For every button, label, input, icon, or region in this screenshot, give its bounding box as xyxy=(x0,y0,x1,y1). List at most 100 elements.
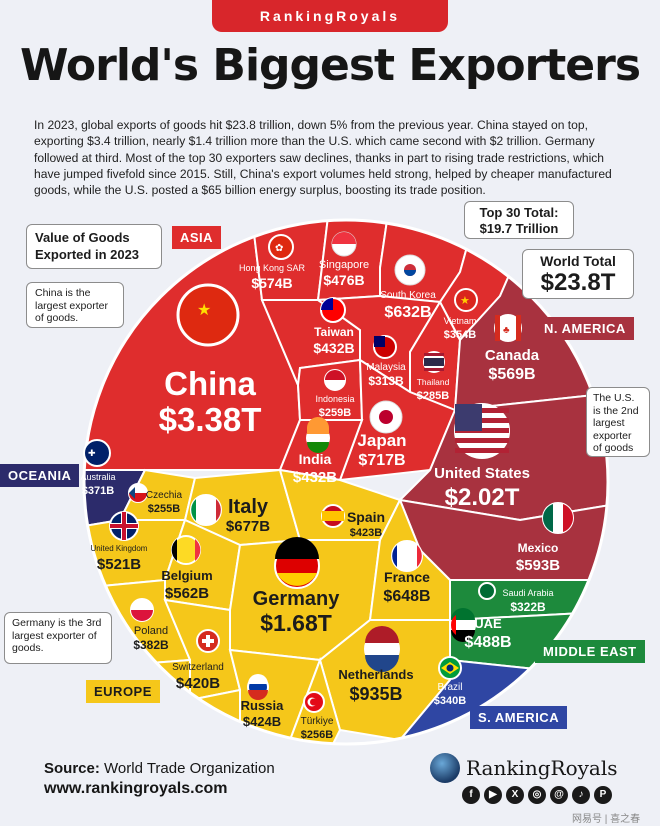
threads-icon[interactable]: @ xyxy=(550,786,568,804)
label-saudi-arabia: Saudi Arabia xyxy=(502,588,553,598)
svg-text:✚: ✚ xyxy=(88,448,96,458)
value-south-korea: $632B xyxy=(384,304,431,321)
label-t-rkiye: Türkiye xyxy=(301,716,334,727)
brand-logo: RankingRoyals xyxy=(430,752,618,784)
china-note: China is the largest exporter of goods. xyxy=(26,282,124,328)
value-malaysia: $313B xyxy=(368,374,404,388)
us-note-text: The U.S. is the 2nd largest exporter of … xyxy=(593,392,639,454)
value-saudi-arabia: $322B xyxy=(510,600,546,614)
label-france: France xyxy=(384,569,430,585)
logo-text: RankingRoyals xyxy=(466,756,618,780)
value-thailand: $285B xyxy=(417,390,449,402)
value-united-states: $2.02T xyxy=(445,484,520,511)
site-url[interactable]: www.rankingroyals.com xyxy=(44,780,228,797)
pinterest-icon[interactable]: P xyxy=(594,786,612,804)
us-note: The U.S. is the 2nd largest exporter of … xyxy=(586,387,650,457)
value-canada: $569B xyxy=(488,366,535,383)
page-title: World's Biggest Exporters xyxy=(19,40,641,91)
social-links: f ▶ X ◎ @ ♪ P xyxy=(462,786,612,804)
flag-uae xyxy=(450,608,476,642)
value-japan: $717B xyxy=(358,452,405,469)
value-czechia: $255B xyxy=(148,503,180,515)
flag-thailand xyxy=(423,351,445,373)
value-vietnam: $354B xyxy=(444,329,476,341)
flag-indonesia xyxy=(324,369,346,391)
flag-vietnam: ★ xyxy=(454,288,478,312)
svg-text:★: ★ xyxy=(460,295,470,307)
value-indonesia: $259B xyxy=(319,407,351,419)
world-total-label: World Total xyxy=(540,253,616,269)
flag-russia xyxy=(247,674,269,700)
facebook-icon[interactable]: f xyxy=(462,786,480,804)
china-note-text: China is the largest exporter of goods. xyxy=(35,287,108,324)
label-malaysia: Malaysia xyxy=(366,362,406,373)
label-uae: UAE xyxy=(474,616,502,631)
value-of-goods-callout: Value of Goods Exported in 2023 xyxy=(26,224,162,269)
flag-united-kingdom xyxy=(109,511,139,541)
value-netherlands: $935B xyxy=(349,684,402,704)
world-total-callout: World Total $23.8T xyxy=(522,249,634,299)
flag-germany xyxy=(274,537,320,589)
value-germany: $1.68T xyxy=(260,610,332,636)
label-hong-kong-sar: Hong Kong SAR xyxy=(239,263,306,273)
flag-hong-kong: ✿ xyxy=(268,234,294,260)
intro-text: In 2023, global exports of goods hit $23… xyxy=(34,118,612,198)
chart-outline xyxy=(82,218,610,746)
label-australia: Australia xyxy=(80,472,115,482)
region-asia: ASIA xyxy=(172,226,222,249)
watermark: 网易号 | 喜之春 xyxy=(572,814,641,825)
source-value: World Trade Organization xyxy=(104,760,275,777)
flag-turkiye xyxy=(303,691,325,713)
region-s-america: S. AMERICA xyxy=(470,706,568,729)
flag-saudi-arabia xyxy=(478,582,496,600)
brand-tab: RankingRoyals xyxy=(212,0,448,32)
label-india: India xyxy=(299,451,332,467)
flag-malaysia xyxy=(373,335,397,359)
source-label: Source: xyxy=(44,760,100,777)
flag-czechia xyxy=(128,483,148,503)
value-belgium: $562B xyxy=(165,585,209,602)
flag-singapore xyxy=(331,231,357,257)
label-spain: Spain xyxy=(347,509,385,525)
flag-netherlands xyxy=(364,626,400,672)
flag-south-korea xyxy=(394,254,426,286)
flag-taiwan xyxy=(320,297,346,323)
value-spain: $423B xyxy=(350,527,382,539)
flag-australia: ✚ xyxy=(83,439,111,467)
flag-united-states xyxy=(454,403,510,459)
value-poland: $382B xyxy=(133,638,169,652)
value-hong-kong-sar: $574B xyxy=(251,275,292,291)
source-line: Source: World Trade Organization xyxy=(44,760,275,777)
value-taiwan: $432B xyxy=(313,340,354,356)
value-uae: $488B xyxy=(464,634,511,651)
label-netherlands: Netherlands xyxy=(338,667,413,682)
tiktok-icon[interactable]: ♪ xyxy=(572,786,590,804)
label-germany: Germany xyxy=(253,588,341,610)
value-france: $648B xyxy=(383,588,430,605)
region-europe: EUROPE xyxy=(86,680,160,703)
label-switzerland: Switzerland xyxy=(172,662,224,673)
flag-spain xyxy=(321,504,345,528)
label-belgium: Belgium xyxy=(161,568,212,583)
label-russia: Russia xyxy=(241,698,284,713)
top30-text: Top 30 Total: $19.7 Trillion xyxy=(479,205,559,236)
flag-belgium xyxy=(171,535,201,565)
youtube-icon[interactable]: ▶ xyxy=(484,786,502,804)
label-south-korea: South Korea xyxy=(380,290,436,301)
x-icon[interactable]: X xyxy=(506,786,524,804)
svg-text:♣: ♣ xyxy=(503,325,510,336)
flag-mexico xyxy=(542,502,574,534)
label-united-kingdom: United Kingdom xyxy=(91,544,148,553)
label-thailand: Thailand xyxy=(417,377,450,387)
flag-france xyxy=(391,540,423,572)
label-czechia: Czechia xyxy=(146,490,183,501)
value-india: $432B xyxy=(293,469,337,486)
instagram-icon[interactable]: ◎ xyxy=(528,786,546,804)
value-italy: $677B xyxy=(226,518,270,535)
flag-india xyxy=(306,417,330,453)
value-brazil: $340B xyxy=(434,695,466,707)
label-china: China xyxy=(164,365,256,402)
value-united-kingdom: $521B xyxy=(97,556,141,573)
value-mexico: $593B xyxy=(516,557,560,574)
